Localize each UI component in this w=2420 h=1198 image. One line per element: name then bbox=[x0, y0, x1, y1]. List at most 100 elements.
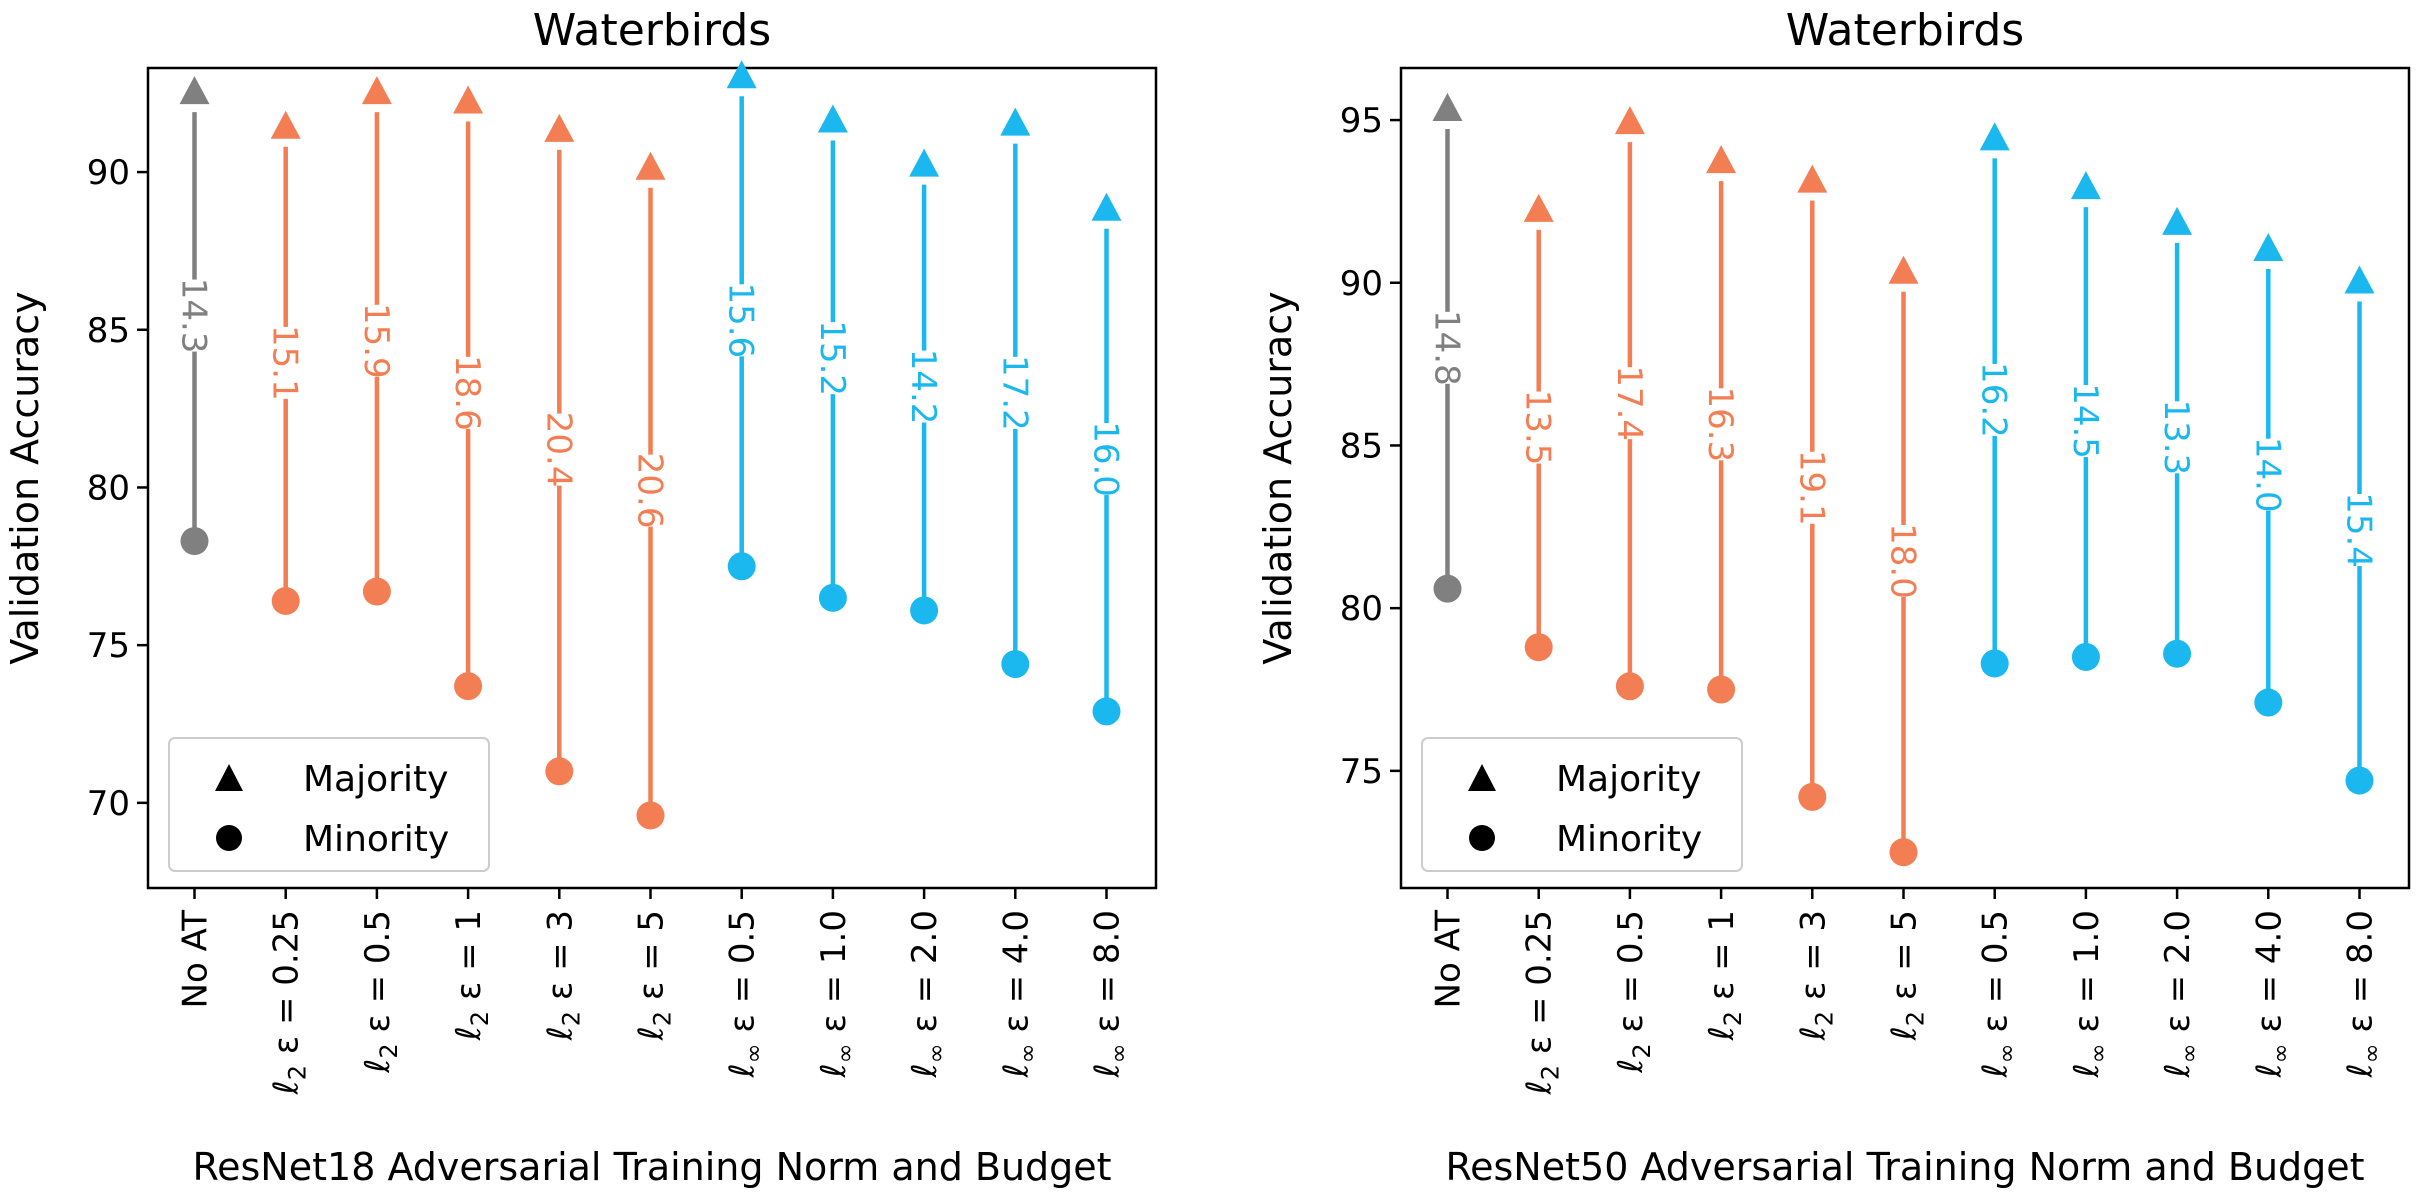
gap-label: 14.5 bbox=[2065, 383, 2105, 459]
minority-marker bbox=[271, 587, 300, 615]
x-tick-label: ℓ∞ ε = 0.5 bbox=[1976, 910, 2021, 1078]
x-tick-label: No AT bbox=[176, 910, 216, 1009]
gap-label-group: 19.1 bbox=[1791, 450, 1833, 526]
gap-label-background bbox=[630, 454, 671, 527]
x-axis-label: ResNet50 Adversarial Training Norm and B… bbox=[1445, 1145, 2364, 1189]
legend-box bbox=[168, 737, 490, 872]
gap-label-group: 20.4 bbox=[538, 412, 580, 488]
x-tick-label: ℓ∞ ε = 4.0 bbox=[996, 910, 1041, 1078]
gap-label: 15.6 bbox=[721, 282, 761, 358]
gap-label-background bbox=[1086, 423, 1127, 496]
legend-triangle-icon bbox=[215, 764, 243, 791]
y-tick-label: 75 bbox=[1340, 752, 1383, 792]
majority-marker bbox=[2162, 206, 2193, 235]
gap-label-background bbox=[2248, 438, 2289, 511]
minority-marker bbox=[180, 527, 209, 556]
gap-label: 15.2 bbox=[812, 320, 852, 396]
x-tick-label: ℓ∞ ε = 1.0 bbox=[814, 910, 859, 1078]
x-axis-label: ResNet18 Adversarial Training Norm and B… bbox=[192, 1145, 1111, 1189]
gap-label-group: 17.4 bbox=[1609, 365, 1650, 441]
gap-label-group: 16.3 bbox=[1700, 386, 1742, 462]
majority-marker bbox=[1979, 122, 2010, 151]
minority-marker bbox=[1707, 675, 1736, 704]
legend-box bbox=[1421, 737, 1743, 872]
gap-label: 20.6 bbox=[630, 453, 670, 529]
gap-label-group: 20.6 bbox=[630, 453, 671, 529]
x-tick-label: No AT bbox=[1429, 910, 1469, 1009]
minority-marker bbox=[362, 577, 391, 606]
gap-label-group: 17.2 bbox=[994, 355, 1036, 431]
gap-label: 15.9 bbox=[356, 303, 396, 379]
y-tick-label: 70 bbox=[87, 784, 130, 824]
y-tick-label: 85 bbox=[1340, 426, 1383, 466]
gap-label: 18.0 bbox=[1883, 523, 1923, 599]
majority-marker bbox=[1797, 164, 1828, 193]
gap-label: 14.0 bbox=[2247, 437, 2287, 513]
x-tick-label: ℓ2 ε = 1 bbox=[449, 910, 494, 1041]
y-axis-label: Validation Accuracy bbox=[1256, 291, 1300, 664]
y-tick-label: 80 bbox=[87, 468, 130, 508]
legend-label: Minority bbox=[1556, 819, 1702, 860]
gap-label-group: 13.5 bbox=[1518, 390, 1559, 465]
minority-marker bbox=[1524, 633, 1553, 662]
majority-marker bbox=[726, 60, 757, 89]
x-tick-label: ℓ∞ ε = 2.0 bbox=[2158, 910, 2203, 1078]
gap-label: 14.2 bbox=[903, 349, 943, 425]
gap-label: 19.1 bbox=[1791, 450, 1831, 526]
gap-label-background bbox=[1883, 524, 1924, 597]
legend-circle-icon bbox=[1469, 825, 1495, 851]
minority-marker bbox=[1980, 649, 2009, 678]
legend: Majority Minority bbox=[168, 737, 490, 872]
gap-label: 17.4 bbox=[1609, 365, 1649, 441]
gap-label-background bbox=[995, 356, 1036, 429]
majority-marker bbox=[817, 104, 848, 133]
minority-marker bbox=[1889, 838, 1918, 867]
minority-marker bbox=[1798, 782, 1827, 811]
x-tick-label: ℓ2 ε = 5 bbox=[632, 910, 677, 1041]
chart-title: Waterbirds bbox=[533, 5, 771, 56]
x-tick-label: ℓ2 ε = 3 bbox=[540, 910, 585, 1041]
majority-marker bbox=[361, 76, 392, 105]
gap-label-group: 13.3 bbox=[2156, 399, 2198, 475]
minority-marker bbox=[545, 757, 574, 786]
x-tick-label: ℓ∞ ε = 4.0 bbox=[2249, 910, 2294, 1078]
majority-marker bbox=[1888, 255, 1919, 284]
plot-frame bbox=[146, 66, 1158, 890]
x-tick-label: ℓ∞ ε = 2.0 bbox=[905, 910, 950, 1078]
legend-triangle-icon bbox=[1468, 764, 1496, 791]
majority-marker bbox=[270, 110, 301, 139]
legend: Majority Minority bbox=[1421, 737, 1743, 872]
legend-circle-icon bbox=[216, 825, 242, 851]
gap-label: 15.1 bbox=[265, 325, 305, 401]
minority-marker bbox=[727, 552, 756, 581]
gap-label-background bbox=[1518, 391, 1559, 464]
gap-label-group: 16.0 bbox=[1086, 421, 1127, 497]
gap-label-background bbox=[1427, 311, 1468, 384]
majority-marker bbox=[2070, 171, 2101, 200]
minority-marker bbox=[2071, 642, 2100, 671]
y-tick-label: 90 bbox=[1340, 264, 1383, 304]
minority-marker bbox=[818, 583, 847, 612]
gap-label-group: 16.2 bbox=[1974, 362, 2015, 438]
chart-panel-resnet50: Waterbirds 75 80 85 90 95 Validation Accuracy R… bbox=[1256, 5, 2411, 1189]
gap-label: 20.4 bbox=[538, 412, 578, 488]
gap-label-group: 15.6 bbox=[721, 282, 762, 358]
minority-marker bbox=[1433, 574, 1462, 603]
gap-label-background bbox=[721, 284, 762, 357]
gap-label: 17.2 bbox=[994, 355, 1034, 431]
gap-label-background bbox=[265, 326, 306, 399]
gap-label-group: 15.4 bbox=[2339, 492, 2380, 568]
gap-label-group: 18.0 bbox=[1883, 523, 1924, 599]
majority-marker bbox=[1706, 145, 1737, 174]
gap-label-background bbox=[539, 413, 580, 486]
legend-label: Majority bbox=[303, 759, 448, 800]
majority-marker bbox=[1523, 193, 1554, 222]
gap-label-background bbox=[1609, 367, 1650, 440]
minority-marker bbox=[910, 596, 939, 625]
majority-marker bbox=[453, 85, 484, 114]
x-tick-label: ℓ2 ε = 5 bbox=[1885, 910, 1930, 1041]
gap-label: 14.3 bbox=[174, 278, 214, 354]
gap-label-background bbox=[812, 322, 853, 395]
gap-label-group: 14.2 bbox=[903, 349, 945, 425]
y-tick-label: 75 bbox=[87, 626, 130, 666]
